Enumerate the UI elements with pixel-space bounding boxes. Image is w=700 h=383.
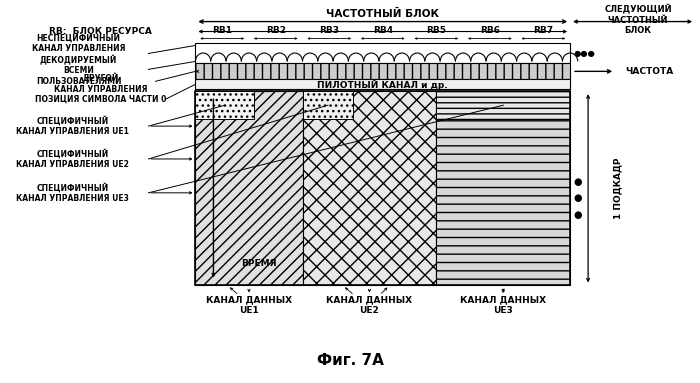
- Text: RB4: RB4: [372, 26, 393, 35]
- Text: RB6: RB6: [480, 26, 500, 35]
- Bar: [302, 91, 436, 285]
- Text: ●●●: ●●●: [573, 49, 595, 58]
- Text: RB7: RB7: [533, 26, 554, 35]
- Text: НЕСПЕЦИФИЧНЫЙ
КАНАЛ УПРАВЛЕНИЯ
ДЕКОДИРУЕМЫЙ
ВСЕМИ
ПОЛЬЗОВАТЕЛЯМИ: НЕСПЕЦИФИЧНЫЙ КАНАЛ УПРАВЛЕНИЯ ДЕКОДИРУЕ…: [32, 33, 125, 86]
- Text: КАНАЛ ДАННЫХ
UE3: КАНАЛ ДАННЫХ UE3: [460, 296, 546, 315]
- Text: RB1: RB1: [212, 26, 232, 35]
- Bar: [195, 64, 570, 79]
- Text: КАНАЛ ДАННЫХ
UE2: КАНАЛ ДАННЫХ UE2: [326, 296, 412, 315]
- Text: RB:  БЛОК РЕСУРСА: RB: БЛОК РЕСУРСА: [49, 27, 152, 36]
- Text: СПЕЦИФИЧНЫЙ
КАНАЛ УПРАВЛЕНИЯ UE1: СПЕЦИФИЧНЫЙ КАНАЛ УПРАВЛЕНИЯ UE1: [16, 116, 129, 136]
- Text: ПИЛОТНЫЙ КАНАЛ и др.: ПИЛОТНЫЙ КАНАЛ и др.: [318, 79, 448, 90]
- Text: КАНАЛ ДАННЫХ
UE1: КАНАЛ ДАННЫХ UE1: [206, 296, 292, 315]
- Text: СПЕЦИФИЧНЫЙ
КАНАЛ УПРАВЛЕНИЯ UE3: СПЕЦИФИЧНЫЙ КАНАЛ УПРАВЛЕНИЯ UE3: [16, 183, 129, 203]
- Text: RB3: RB3: [319, 26, 339, 35]
- Text: СЛЕДУЮЩИЙ
ЧАСТОТНЫЙ
БЛОК: СЛЕДУЮЩИЙ ЧАСТОТНЫЙ БЛОК: [604, 4, 672, 35]
- Bar: [195, 91, 570, 285]
- Text: ●
●
●: ● ● ●: [573, 177, 582, 220]
- Text: RB2: RB2: [266, 26, 286, 35]
- Bar: [436, 91, 570, 119]
- Text: СПЕЦИФИЧНЫЙ
КАНАЛ УПРАВЛЕНИЯ UE2: СПЕЦИФИЧНЫЙ КАНАЛ УПРАВЛЕНИЯ UE2: [16, 149, 129, 169]
- Bar: [195, 91, 302, 285]
- Text: ЧАСТОТА: ЧАСТОТА: [625, 67, 673, 76]
- Text: RB5: RB5: [426, 26, 447, 35]
- Text: ЧАСТОТНЫЙ БЛОК: ЧАСТОТНЫЙ БЛОК: [326, 8, 439, 19]
- Text: ВРЕМЯ: ВРЕМЯ: [241, 259, 277, 268]
- Text: ПОЗИЦИЯ СИМВОЛА ЧАСТИ 0: ПОЗИЦИЯ СИМВОЛА ЧАСТИ 0: [35, 95, 166, 104]
- Bar: [436, 91, 570, 285]
- Text: Фиг. 7А: Фиг. 7А: [317, 353, 384, 368]
- Text: ДРУГОЙ
КАНАЛ УПРАВЛЕНИЯ: ДРУГОЙ КАНАЛ УПРАВЛЕНИЯ: [54, 73, 147, 93]
- Bar: [195, 91, 254, 119]
- Bar: [302, 91, 354, 119]
- Bar: [195, 79, 570, 89]
- Bar: [195, 44, 570, 64]
- Text: 1 ПОДКАДР: 1 ПОДКАДР: [614, 157, 622, 219]
